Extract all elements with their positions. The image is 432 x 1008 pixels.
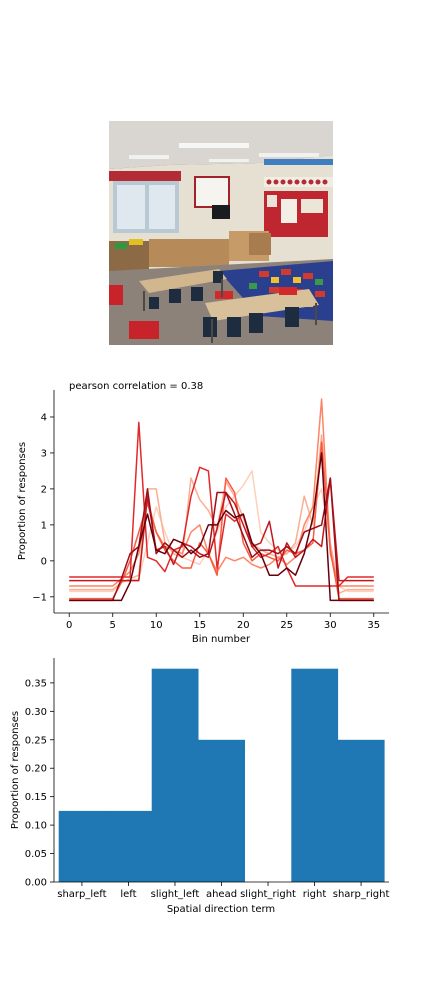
bar-chart-x-ticks: sharp_left left slight_left ahead slight_rig…: [57, 882, 389, 900]
line-chart-title: pearson correlation = 0.38: [69, 381, 203, 392]
line-chart-x-tick-label: 10: [150, 620, 163, 631]
bar-chart-y-label: Proportion of responses: [10, 711, 21, 829]
bar-chart-y-tick-label: 0.05: [25, 849, 47, 860]
line-chart-series: [69, 399, 374, 600]
bar-sharp_left: [59, 811, 106, 882]
line-chart-y-tick-label: 3: [41, 448, 47, 459]
line-chart-y-tick-label: 1: [41, 520, 47, 531]
line-chart-x-tick-label: 30: [324, 620, 337, 631]
bar-right: [291, 669, 338, 882]
line-chart-x-tick-label: 5: [110, 620, 116, 631]
bar-sharp_right: [338, 740, 385, 882]
bar-chart-y-tick-label: 0.35: [25, 678, 47, 689]
line-chart-y-ticks: −1 0 1 2 3 4: [32, 412, 54, 603]
line-chart-x-label: Bin number: [192, 634, 251, 645]
line-chart-y-tick-label: −1: [32, 592, 47, 603]
line-chart-x-tick-label: 15: [193, 620, 206, 631]
bar-chart-x-tick-label: slight_left: [151, 889, 200, 900]
bar-chart-y-ticks: 0.00 0.05 0.10 0.15 0.20 0.25 0.30 0.35: [25, 678, 54, 888]
bar-chart-y-tick-label: 0.25: [25, 735, 47, 746]
line-chart-x-tick-label: 20: [237, 620, 250, 631]
bar-chart-x-tick-label: sharp_left: [57, 889, 106, 900]
bar-chart-y-tick-label: 0.10: [25, 821, 47, 832]
line-chart-y-tick-label: 2: [41, 484, 47, 495]
bar-ahead: [198, 740, 245, 882]
bar-chart-y-tick-label: 0.15: [25, 792, 47, 803]
bar-chart-x-tick-label: sharp_right: [333, 889, 390, 900]
line-chart-y-tick-label: 4: [41, 412, 47, 423]
bar-chart-y-tick-label: 0.00: [25, 878, 47, 889]
bar-chart-bars: [59, 669, 385, 882]
line-chart-x-tick-label: 25: [280, 620, 293, 631]
bar-chart-x-tick-label: right: [303, 889, 327, 900]
line-chart-x-ticks: 0 5 10 15 20 25 30 35: [66, 613, 380, 631]
bar-left: [105, 811, 152, 882]
bar-slight_left: [152, 669, 199, 882]
bar-chart-y-tick-label: 0.30: [25, 707, 47, 718]
line-chart-x-tick-label: 35: [367, 620, 380, 631]
line-chart: pearson correlation = 0.38 0 5 10 15 20 25 30 3…: [17, 381, 389, 645]
line-chart-y-label: Proportion of responses: [17, 442, 28, 560]
line-chart-x-tick-label: 0: [66, 620, 72, 631]
bar-chart-x-tick-label: left: [120, 889, 136, 900]
bar-chart-x-tick-label: slight_right: [240, 889, 296, 900]
bar-chart-x-label: Spatial direction term: [167, 904, 275, 915]
bar-chart-x-tick-label: ahead: [206, 889, 237, 900]
line-chart-y-tick-label: 0: [41, 556, 47, 567]
bar-chart-y-tick-label: 0.20: [25, 764, 47, 775]
bar-chart: sharp_left left slight_left ahead slight_rig…: [10, 658, 389, 915]
